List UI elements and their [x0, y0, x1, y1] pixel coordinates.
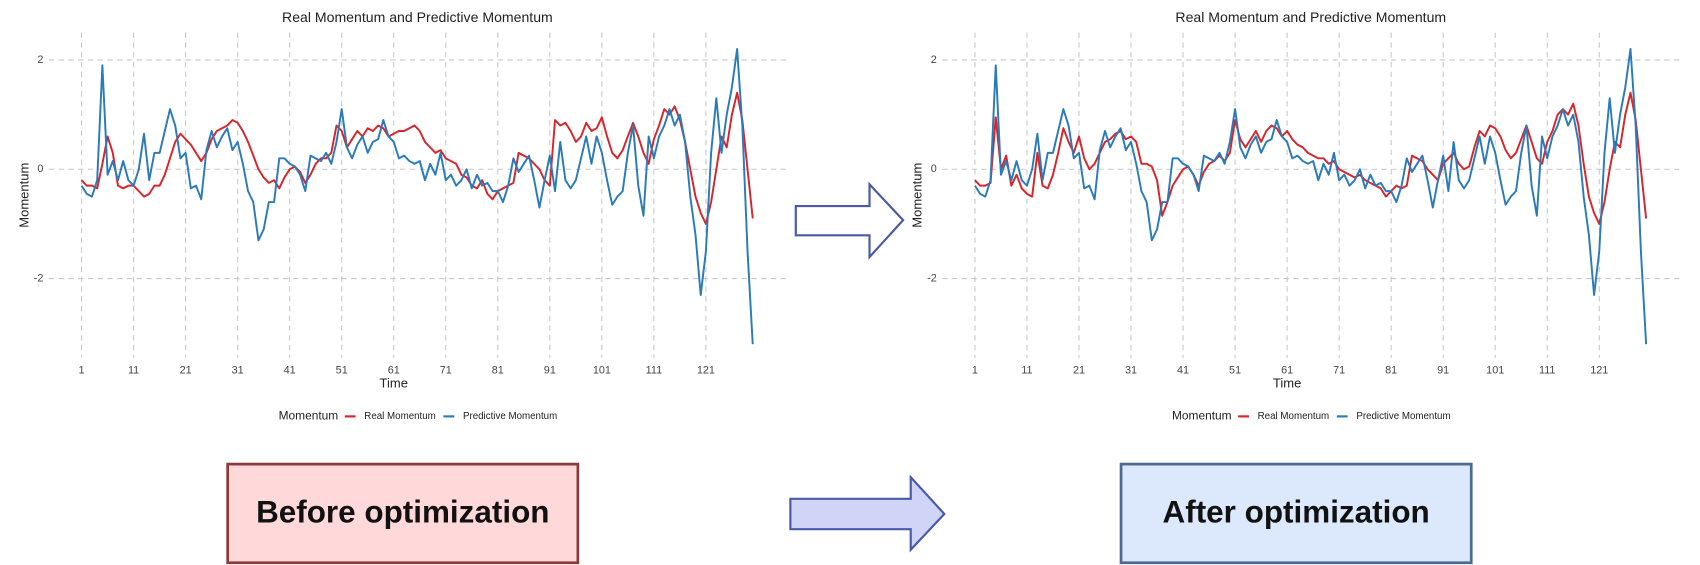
x-tick-label: 111	[646, 365, 662, 377]
legend-title: Momentum	[1172, 409, 1232, 423]
y-tick-label: 2	[931, 54, 937, 66]
chart-title: Real Momentum and Predictive Momentum	[282, 9, 553, 25]
x-tick-label: 1	[972, 365, 978, 377]
legend-label: Predictive Momentum	[463, 411, 557, 422]
legend-title: Momentum	[279, 409, 339, 423]
x-tick-label: 11	[128, 365, 139, 377]
x-tick-label: 91	[1437, 365, 1449, 377]
x-axis-label: Time	[1273, 375, 1301, 390]
x-tick-label: 61	[388, 365, 400, 377]
y-tick-label: -2	[927, 272, 937, 284]
before-label: Before optimization	[256, 494, 549, 529]
y-axis-label: Momentum	[16, 163, 31, 228]
before-box	[226, 462, 580, 565]
series-line	[80, 48, 754, 345]
x-tick-label: 41	[1177, 365, 1189, 377]
x-tick-label: 31	[232, 365, 244, 377]
x-tick-label: 101	[1486, 365, 1504, 377]
legend-label: Real Momentum	[364, 411, 436, 422]
y-axis-label: Momentum	[910, 163, 925, 228]
x-axis-label: Time	[380, 375, 408, 390]
chart-title: Real Momentum and Predictive Momentum	[1175, 9, 1446, 25]
x-tick-label: 121	[1590, 365, 1608, 377]
arrow-outline	[794, 181, 905, 260]
x-tick-label: 71	[1333, 365, 1345, 377]
x-tick-label: 1	[79, 365, 85, 377]
legend-label: Predictive Momentum	[1356, 411, 1450, 422]
y-tick-label: 0	[37, 163, 43, 175]
x-tick-label: 21	[180, 365, 192, 377]
x-tick-label: 31	[1125, 365, 1137, 377]
y-tick-label: -2	[34, 272, 44, 284]
x-tick-label: 121	[697, 365, 715, 377]
y-tick-label: 2	[37, 54, 43, 66]
x-tick-label: 61	[1281, 365, 1293, 377]
arrow-filled	[789, 474, 946, 553]
x-tick-label: 51	[336, 365, 348, 377]
x-tick-label: 71	[440, 365, 452, 377]
x-tick-label: 101	[593, 365, 611, 377]
series-line	[974, 48, 1648, 345]
after-label: After optimization	[1163, 494, 1430, 529]
series-line	[974, 91, 1648, 225]
x-tick-label: 91	[544, 365, 556, 377]
after-box	[1119, 462, 1473, 565]
legend-label: Real Momentum	[1258, 411, 1330, 422]
x-tick-label: 11	[1021, 365, 1032, 377]
series-line	[80, 91, 754, 225]
y-tick-label: 0	[931, 163, 937, 175]
x-tick-label: 21	[1073, 365, 1085, 377]
x-tick-label: 41	[284, 365, 296, 377]
x-tick-label: 111	[1539, 365, 1555, 377]
x-tick-label: 81	[492, 365, 504, 377]
x-tick-label: 51	[1229, 365, 1241, 377]
x-tick-label: 81	[1385, 365, 1397, 377]
